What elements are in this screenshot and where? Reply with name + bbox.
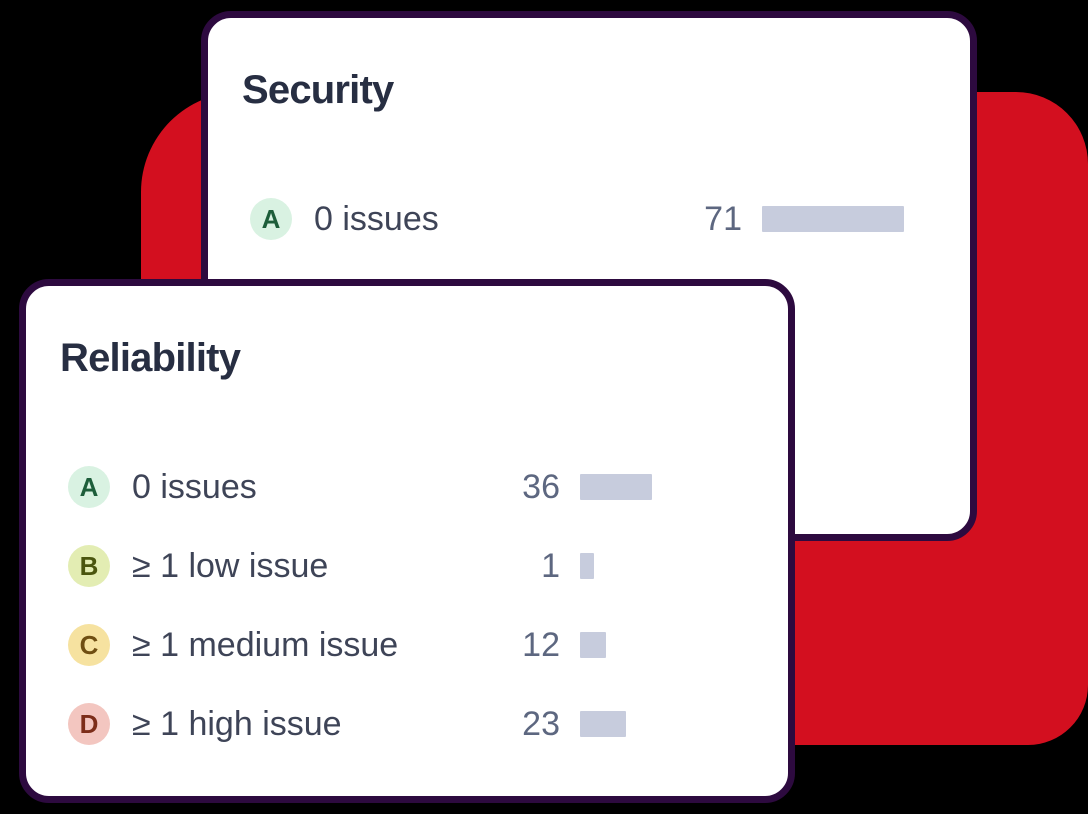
rating-row-label: ≥ 1 medium issue	[132, 625, 399, 664]
count-bar-track	[762, 206, 970, 232]
reliability-rating-row-c[interactable]: C ≥ 1 medium issue 12	[68, 624, 788, 666]
count-bar	[580, 711, 626, 737]
count-bar-track	[580, 553, 788, 579]
rating-a-badge: A	[250, 198, 292, 240]
count-bar	[580, 474, 652, 500]
rating-row-count: 23	[522, 704, 560, 743]
rating-row-label: ≥ 1 low issue	[132, 546, 329, 585]
reliability-rating-row-d[interactable]: D ≥ 1 high issue 23	[68, 703, 788, 745]
reliability-rating-rows: A 0 issues 36 B ≥ 1 low issue 1 C ≥ 1 me…	[68, 466, 788, 745]
reliability-rating-row-a[interactable]: A 0 issues 36	[68, 466, 788, 508]
rating-row-label: ≥ 1 high issue	[132, 704, 342, 743]
rating-row-count: 36	[522, 467, 560, 506]
rating-row-label: 0 issues	[132, 467, 257, 506]
rating-c-badge: C	[68, 624, 110, 666]
count-bar-track	[580, 711, 788, 737]
rating-row-count: 1	[541, 546, 560, 585]
rating-row-label: 0 issues	[314, 199, 439, 238]
count-bar	[580, 632, 606, 658]
reliability-rating-row-b[interactable]: B ≥ 1 low issue 1	[68, 545, 788, 587]
reliability-card: Reliability A 0 issues 36 B ≥ 1 low issu…	[19, 279, 795, 803]
count-bar-track	[580, 632, 788, 658]
security-rating-rows: A 0 issues 71	[250, 198, 970, 240]
security-rating-row-a[interactable]: A 0 issues 71	[250, 198, 970, 240]
count-bar-track	[580, 474, 788, 500]
count-bar	[762, 206, 904, 232]
reliability-card-title: Reliability	[60, 336, 241, 380]
rating-row-count: 71	[704, 199, 742, 238]
rating-b-badge: B	[68, 545, 110, 587]
count-bar	[580, 553, 594, 579]
rating-row-count: 12	[522, 625, 560, 664]
security-card-title: Security	[242, 68, 394, 112]
rating-d-badge: D	[68, 703, 110, 745]
rating-a-badge: A	[68, 466, 110, 508]
